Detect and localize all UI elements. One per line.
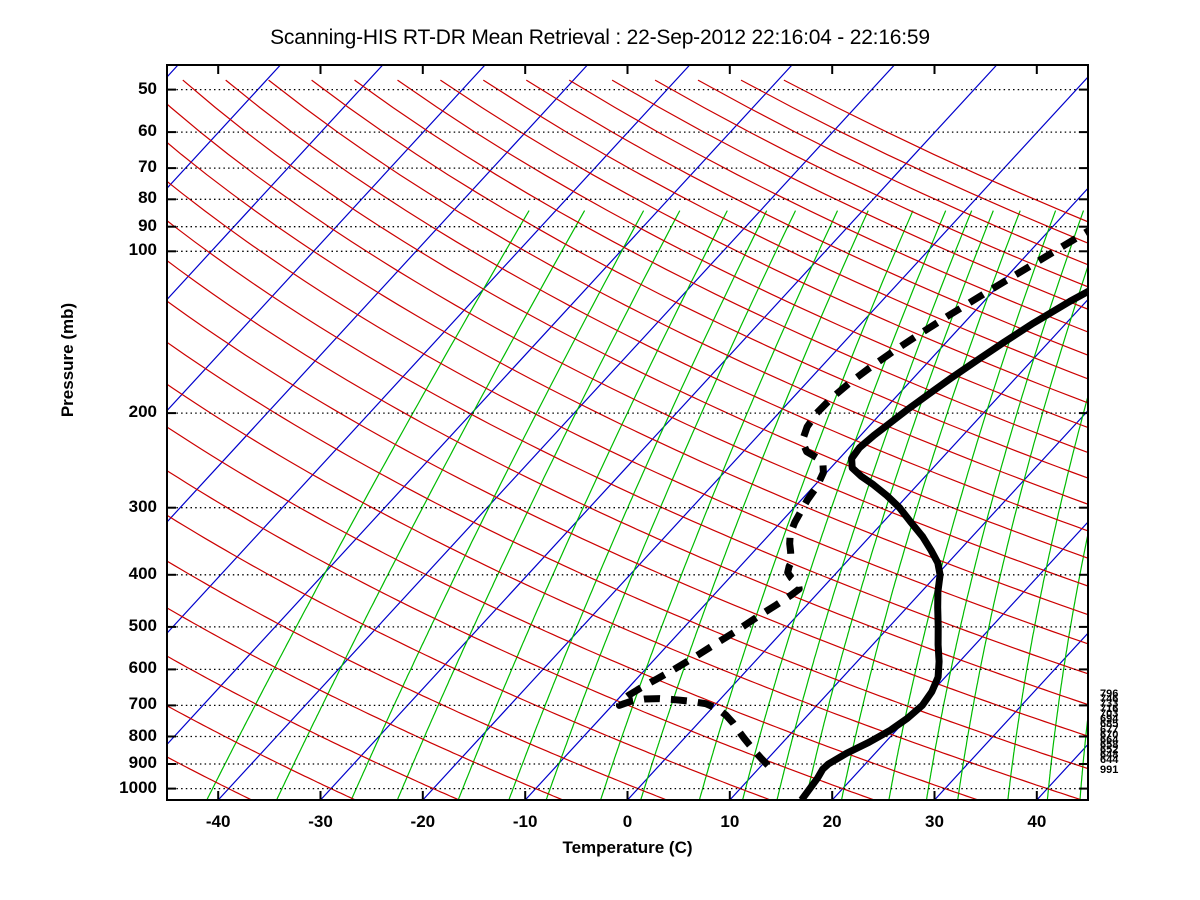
right-axis-label: 670 [1100, 728, 1119, 741]
x-tick-label: 20 [822, 812, 842, 831]
data-series-layer [615, 226, 1088, 800]
isobar-gridlines [167, 88, 1088, 790]
x-tick-label: 40 [1027, 812, 1047, 831]
x-tick-label: -10 [512, 812, 538, 831]
right-axis-label: 991 [1100, 764, 1119, 776]
right-axis-label: 648 [1100, 748, 1119, 761]
y-tick-label: 400 [128, 563, 157, 583]
y-tick-label: 100 [128, 240, 157, 260]
isotherm-lines [167, 65, 1088, 800]
axis-tick-marks [167, 65, 1088, 800]
dry-adiabat-lines [167, 79, 1088, 800]
series-temperature [798, 287, 1088, 800]
mixing-ratio-lines [206, 210, 1088, 800]
right-axis-label: 658 [1100, 738, 1119, 751]
y-tick-label: 300 [128, 496, 157, 516]
y-tick-label: 500 [128, 615, 157, 635]
right-axis-label: 733 [1100, 698, 1119, 711]
right-axis-label: 703 [1100, 708, 1119, 721]
right-axis-label: 694 [1100, 713, 1119, 726]
x-tick-label: 0 [622, 812, 633, 831]
x-tick-label: 10 [720, 812, 740, 831]
x-tick-label: -30 [308, 812, 333, 831]
right-axis-label: 796 [1100, 688, 1119, 700]
y-tick-label: 600 [128, 658, 157, 678]
y-tick-label: 700 [128, 694, 157, 714]
y-tick-label: 80 [138, 188, 157, 208]
y-tick-label: 900 [128, 753, 157, 773]
x-tick-label: -40 [205, 812, 231, 831]
plot-background [167, 65, 1088, 800]
right-axis-label: 685 [1100, 718, 1119, 731]
right-axis-label: 746 [1100, 693, 1119, 706]
right-axis-label: 644 [1100, 754, 1119, 766]
x-tick-label: 30 [925, 812, 944, 831]
right-axis-label: 652 [1100, 743, 1119, 756]
x-axis-label: Temperature (C) [562, 838, 693, 857]
y-tick-label: 70 [138, 157, 157, 177]
y-tick-label: 1000 [119, 777, 157, 797]
y-tick-label: 200 [128, 402, 157, 422]
y-tick-label: 60 [138, 121, 157, 141]
chart-title: Scanning-HIS RT-DR Mean Retrieval : 22-S… [270, 26, 930, 49]
right-axis-label: 664 [1100, 733, 1119, 746]
y-tick-label: 90 [138, 215, 157, 235]
x-tick-label: -20 [410, 812, 436, 831]
y-tick-label: 800 [128, 725, 157, 745]
y-tick-label: 50 [138, 78, 157, 98]
right-axis-label: 677 [1100, 723, 1119, 736]
right-axis-label: 716 [1100, 703, 1119, 716]
